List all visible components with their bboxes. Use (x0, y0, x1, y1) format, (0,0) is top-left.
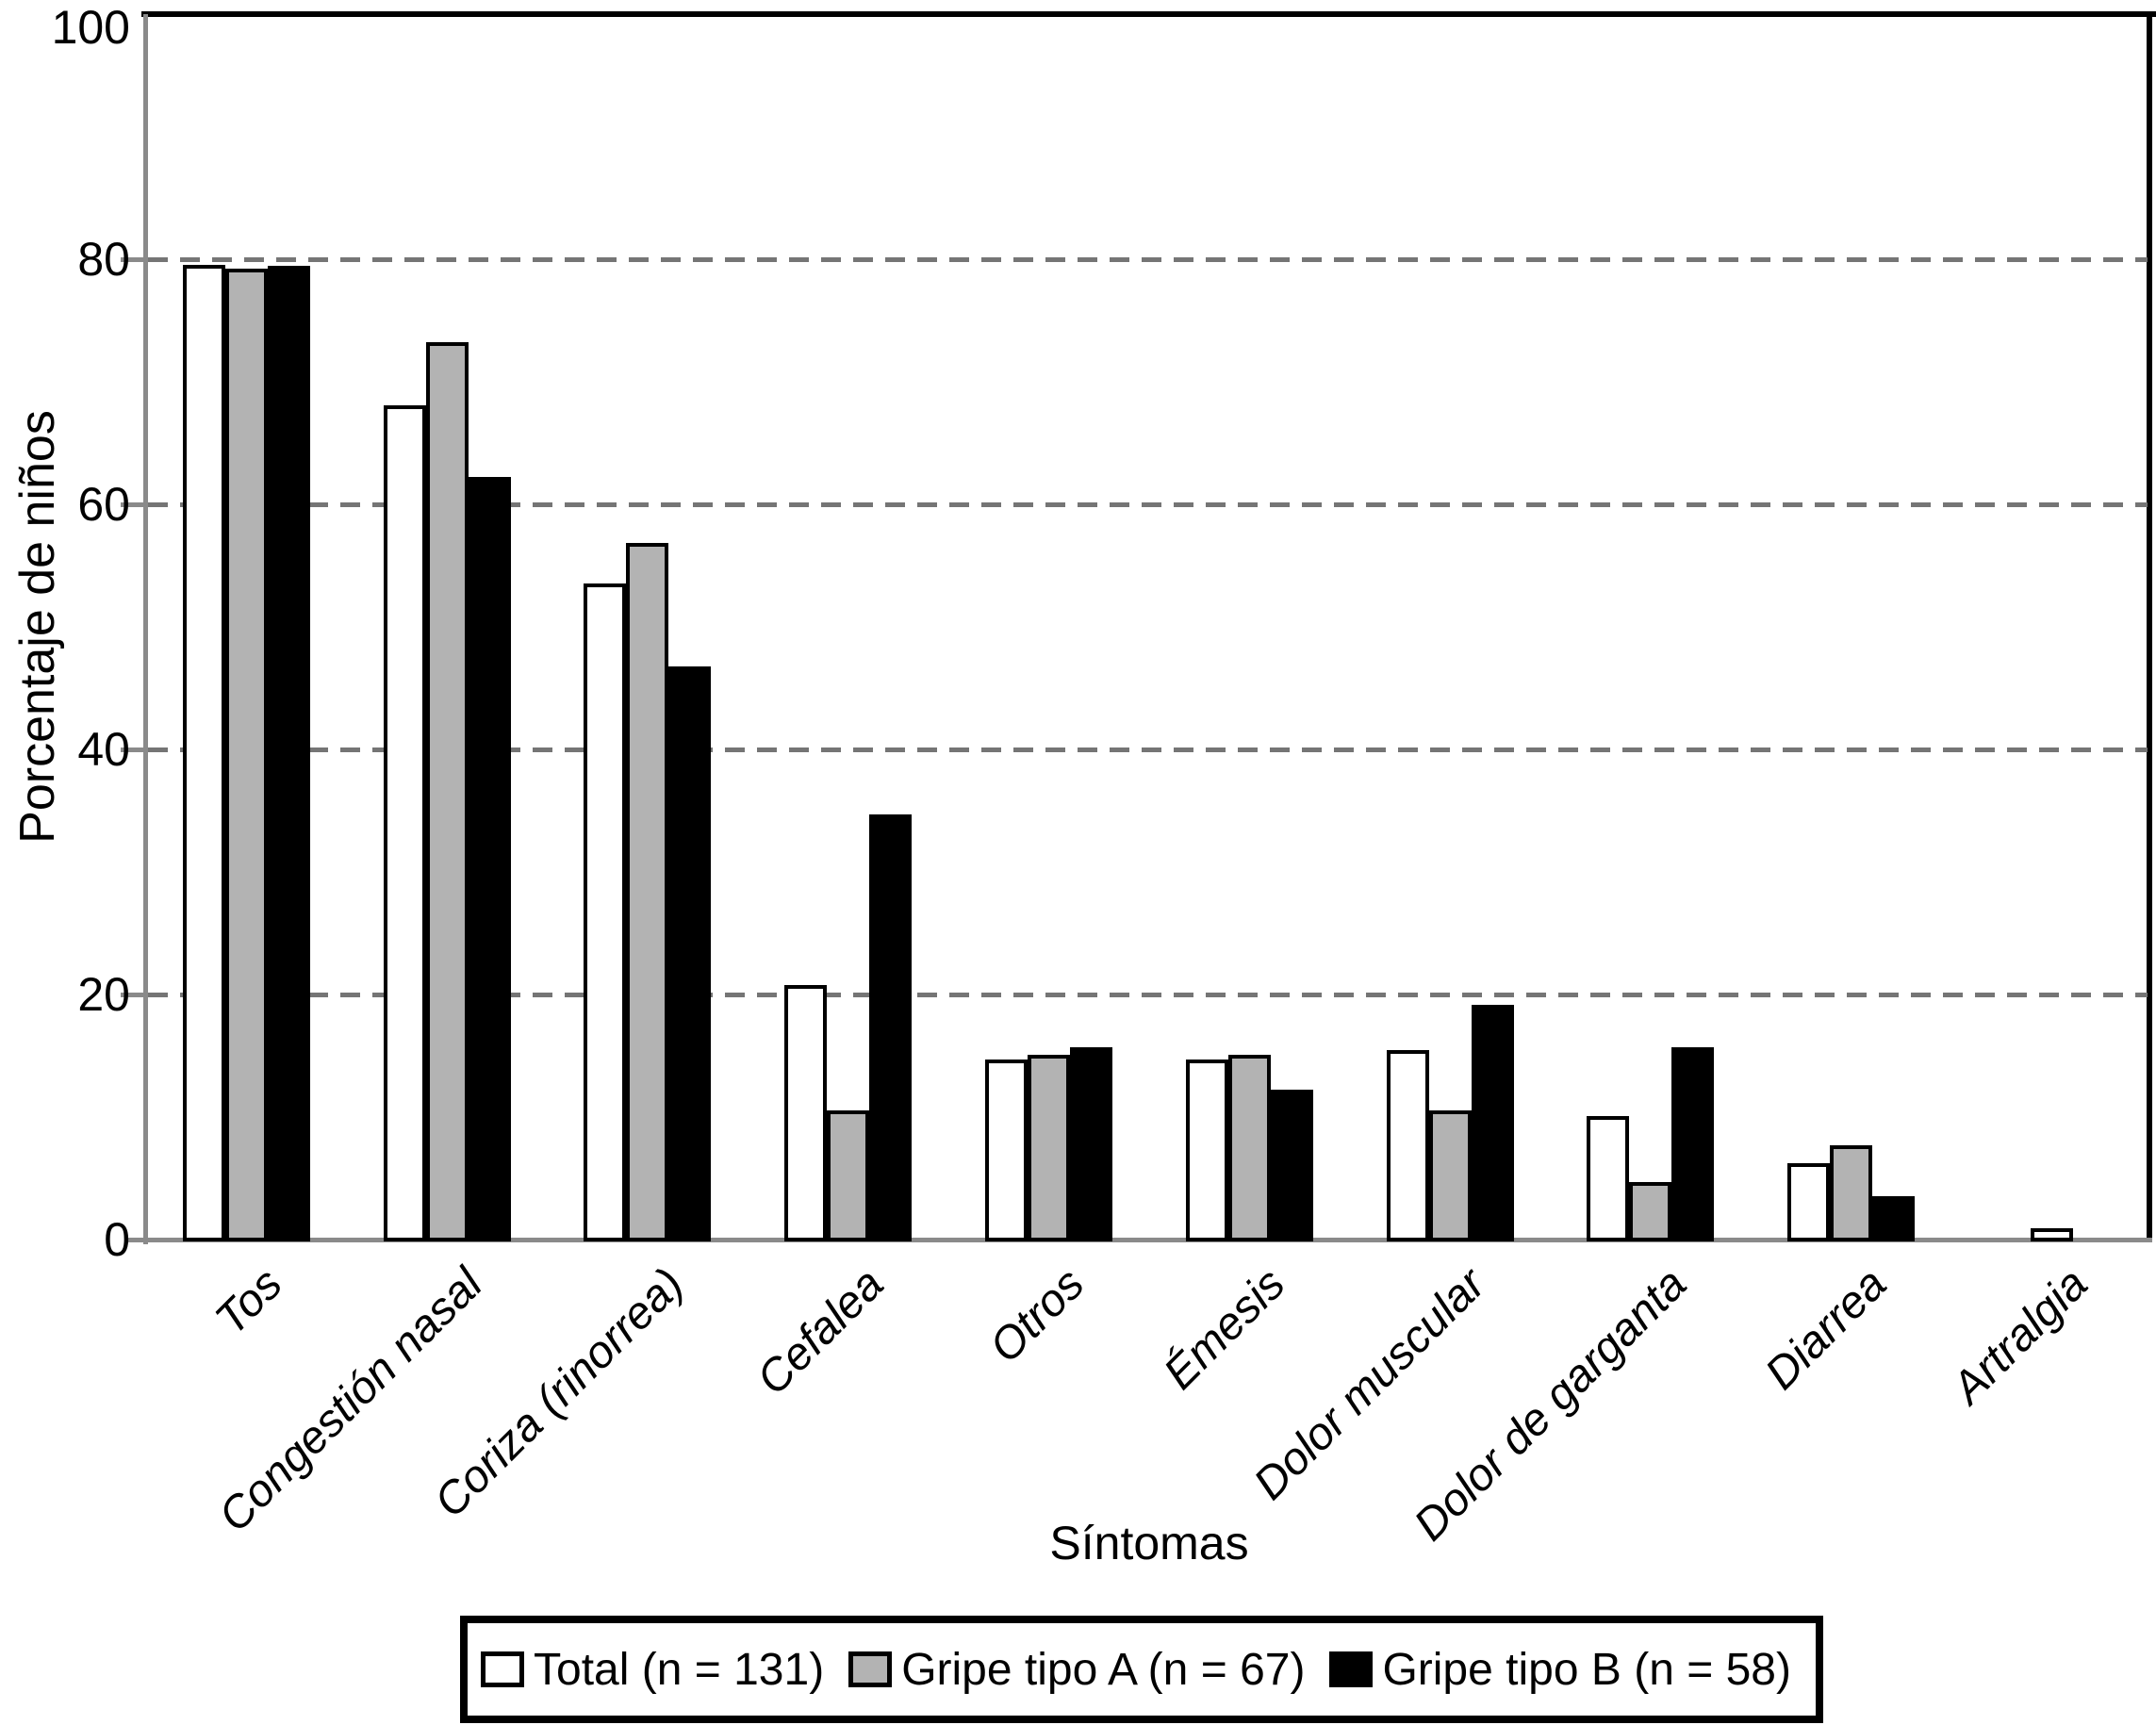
bar (784, 985, 828, 1241)
y-tick-mark-40 (121, 748, 148, 752)
bar (1270, 1090, 1313, 1241)
bar (224, 269, 268, 1241)
legend-swatch-icon (1329, 1651, 1374, 1687)
bar-cluster-6 (1149, 14, 1350, 1241)
legend-swatch-icon (848, 1651, 893, 1687)
bar (267, 266, 310, 1241)
legend: Total (n = 131) Gripe tipo A (n = 67) Grip… (460, 1616, 1823, 1723)
y-tick-mark-60 (121, 502, 148, 507)
bar (1872, 1196, 1916, 1241)
bar (1028, 1055, 1071, 1241)
y-axis-line (143, 14, 148, 1244)
bar (1671, 1047, 1715, 1241)
bar (2031, 1228, 2074, 1241)
bar-cluster-10 (1951, 14, 2152, 1241)
gridline-20 (148, 993, 2148, 997)
bar (1227, 1055, 1271, 1241)
bar (425, 342, 469, 1241)
bar-cluster-9 (1751, 14, 1951, 1241)
y-tick-label-40: 40 (77, 723, 130, 776)
legend-label: Total (n = 131) (534, 1644, 825, 1695)
bar-cluster-4 (748, 14, 948, 1241)
bar-cluster-1 (146, 14, 347, 1241)
y-axis-title: Porcentaje de niños (10, 410, 65, 844)
bar (1587, 1116, 1630, 1241)
bar (182, 265, 225, 1241)
bar (668, 666, 712, 1241)
x-tick-label: Otros (980, 1258, 1094, 1373)
y-tick-mark-80 (121, 257, 148, 262)
bar-cluster-7 (1350, 14, 1551, 1241)
bar (985, 1060, 1029, 1241)
x-tick-label: Artralgia (1942, 1258, 2098, 1414)
gridline-60 (148, 502, 2148, 507)
x-tick-label: Cefalea (748, 1258, 894, 1405)
legend-item: Gripe tipo B (n = 58) (1329, 1644, 1791, 1696)
gridline-80 (148, 257, 2148, 262)
bar (626, 543, 669, 1241)
bar (1830, 1145, 1873, 1241)
bar (869, 814, 913, 1241)
bar-cluster-3 (548, 14, 749, 1241)
plot-right-border (2147, 11, 2152, 1242)
x-tick-label: Diarrea (1756, 1258, 1897, 1400)
bar (827, 1110, 870, 1241)
bar (1787, 1163, 1831, 1241)
y-tick-label-20: 20 (77, 968, 130, 1021)
y-tick-label-100: 100 (51, 1, 130, 54)
bar (1386, 1050, 1429, 1241)
plot-top-border (141, 11, 2156, 17)
y-tick-label-80: 80 (77, 233, 130, 286)
bar (383, 405, 426, 1241)
legend-label: Gripe tipo B (n = 58) (1382, 1644, 1791, 1695)
bar-cluster-2 (347, 14, 548, 1241)
bar (468, 477, 511, 1241)
bar (1471, 1005, 1514, 1241)
x-axis-title: Síntomas (1049, 1517, 1249, 1569)
bar (1070, 1047, 1113, 1241)
bar (1185, 1060, 1228, 1241)
bar-cluster-5 (948, 14, 1149, 1241)
bar (1428, 1110, 1472, 1241)
bar (1629, 1182, 1672, 1241)
gridline-40 (148, 748, 2148, 752)
y-tick-mark-20 (121, 993, 148, 997)
x-tick-label: Émesis (1154, 1258, 1295, 1400)
bar (584, 583, 627, 1241)
bar-cluster-8 (1551, 14, 1752, 1241)
legend-label: Gripe tipo A (n = 67) (901, 1644, 1306, 1695)
legend-swatch-icon (481, 1651, 524, 1687)
y-tick-label-60: 60 (77, 478, 130, 531)
x-axis-baseline (125, 1238, 2152, 1242)
legend-item: Gripe tipo A (n = 67) (848, 1644, 1305, 1696)
legend-item: Total (n = 131) (481, 1644, 824, 1696)
x-tick-label: Tos (206, 1258, 292, 1345)
y-tick-label-0: 0 (104, 1213, 130, 1266)
